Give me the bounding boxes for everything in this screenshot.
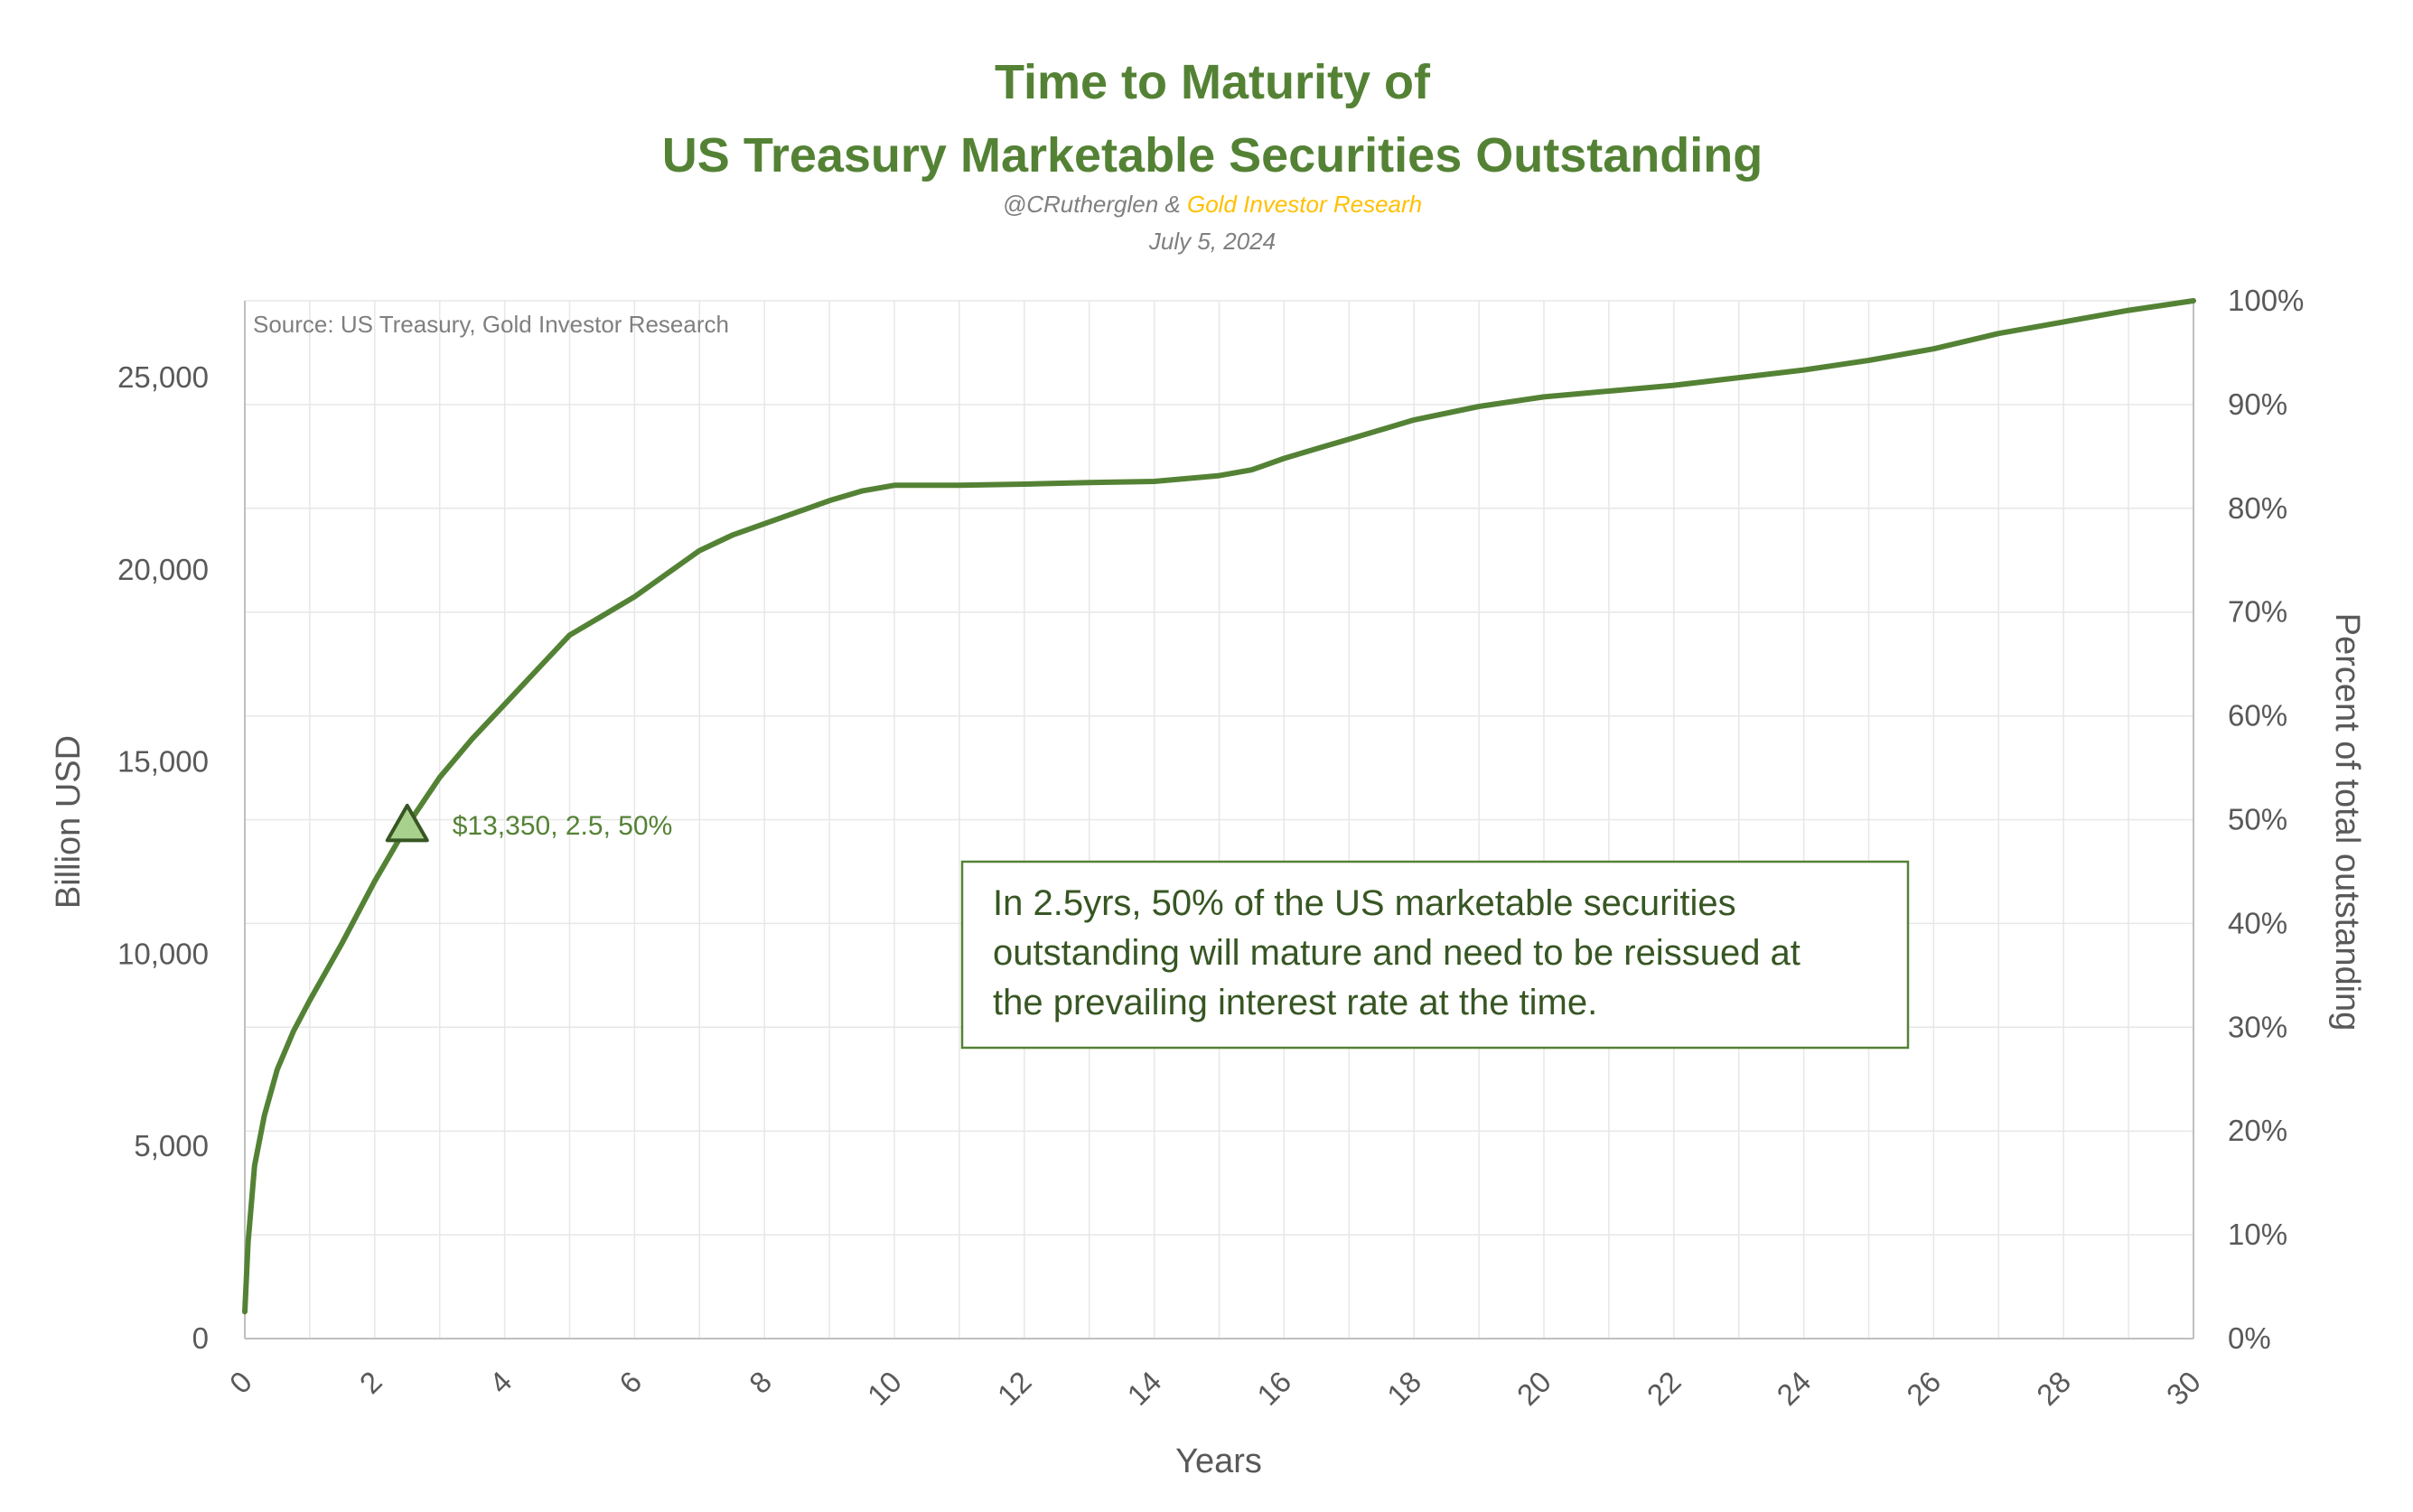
callout-box: In 2.5yrs, 50% of the US marketable secu… bbox=[960, 860, 1910, 1050]
x-tick-label: 10 bbox=[861, 1365, 908, 1412]
highlight-marker bbox=[385, 803, 429, 843]
x-tick-label: 18 bbox=[1380, 1365, 1427, 1412]
x-tick-label: 2 bbox=[353, 1365, 388, 1400]
y-tick-label: 15,000 bbox=[117, 745, 209, 779]
y2-tick-label: 100% bbox=[2228, 284, 2304, 317]
x-tick-label: 16 bbox=[1250, 1365, 1297, 1412]
y2-tick-label: 40% bbox=[2228, 906, 2287, 939]
x-tick-label: 20 bbox=[1510, 1365, 1557, 1412]
y2-tick-label: 30% bbox=[2228, 1010, 2287, 1043]
series bbox=[242, 298, 2196, 1315]
y2-tick-label: 20% bbox=[2228, 1114, 2287, 1147]
y2-tick-label: 50% bbox=[2228, 803, 2287, 836]
y-tick-label: 0 bbox=[192, 1321, 209, 1355]
y2-tick-label: 70% bbox=[2228, 595, 2287, 629]
y2-tick-label: 10% bbox=[2228, 1218, 2287, 1251]
y2-axis-title: Percent of total outstanding bbox=[2328, 613, 2366, 1031]
axes bbox=[244, 301, 2194, 1339]
x-tick-label: 8 bbox=[743, 1365, 778, 1400]
y-tick-label: 20,000 bbox=[117, 553, 209, 586]
source-note: Source: US Treasury, Gold Investor Resea… bbox=[253, 311, 729, 338]
x-tick-label: 30 bbox=[2160, 1365, 2207, 1412]
chart-title-line2: US Treasury Marketable Securities Outsta… bbox=[662, 128, 1763, 182]
y-axis-title: Billion USD bbox=[50, 735, 88, 909]
y-tick-label: 25,000 bbox=[117, 360, 209, 394]
x-tick-label: 6 bbox=[613, 1365, 648, 1400]
y2-tick-label: 60% bbox=[2228, 699, 2287, 733]
y-tick-label: 10,000 bbox=[117, 937, 209, 970]
chart-subtitle-date: July 5, 2024 bbox=[1148, 228, 1276, 255]
x-tick-label: 26 bbox=[1900, 1365, 1947, 1412]
callout-line-3: the prevailing interest rate at the time… bbox=[993, 983, 1597, 1022]
tick-labels: 0 5,000 10,000 15,000 20,000 25,000 0% 10% 20% 30… bbox=[117, 284, 2304, 1412]
x-tick-label: 28 bbox=[2030, 1365, 2077, 1412]
chart-title-line1: Time to Maturity of bbox=[995, 55, 1431, 109]
x-axis-title: Years bbox=[1175, 1442, 1262, 1480]
x-tick-label: 24 bbox=[1770, 1365, 1817, 1412]
subtitle-author: @CRutherglen & bbox=[1003, 191, 1187, 218]
callout-line-2: outstanding will mature and need to be r… bbox=[993, 933, 1800, 973]
y2-tick-label: 80% bbox=[2228, 491, 2287, 525]
subtitle-org: Gold Investor Researh bbox=[1187, 191, 1422, 218]
y-tick-label: 5,000 bbox=[134, 1129, 209, 1162]
highlight-point-label: $13,350, 2.5, 50% bbox=[453, 811, 673, 841]
x-tick-label: 12 bbox=[991, 1365, 1038, 1412]
x-tick-label: 0 bbox=[223, 1365, 258, 1400]
gridlines bbox=[244, 300, 2194, 1339]
x-tick-label: 4 bbox=[482, 1365, 518, 1400]
callout-border bbox=[960, 860, 1910, 1050]
y2-tick-label: 0% bbox=[2228, 1321, 2271, 1355]
series-line-0 bbox=[242, 298, 2196, 1315]
y2-tick-label: 90% bbox=[2228, 387, 2287, 421]
x-tick-label: 22 bbox=[1641, 1365, 1688, 1412]
chart-subtitle-credit: @CRutherglen & Gold Investor Researh bbox=[1003, 191, 1422, 218]
highlight-marker-group: $13,350, 2.5, 50% bbox=[385, 803, 673, 843]
x-tick-label: 14 bbox=[1120, 1365, 1167, 1412]
callout-line-1: In 2.5yrs, 50% of the US marketable secu… bbox=[993, 883, 1736, 923]
